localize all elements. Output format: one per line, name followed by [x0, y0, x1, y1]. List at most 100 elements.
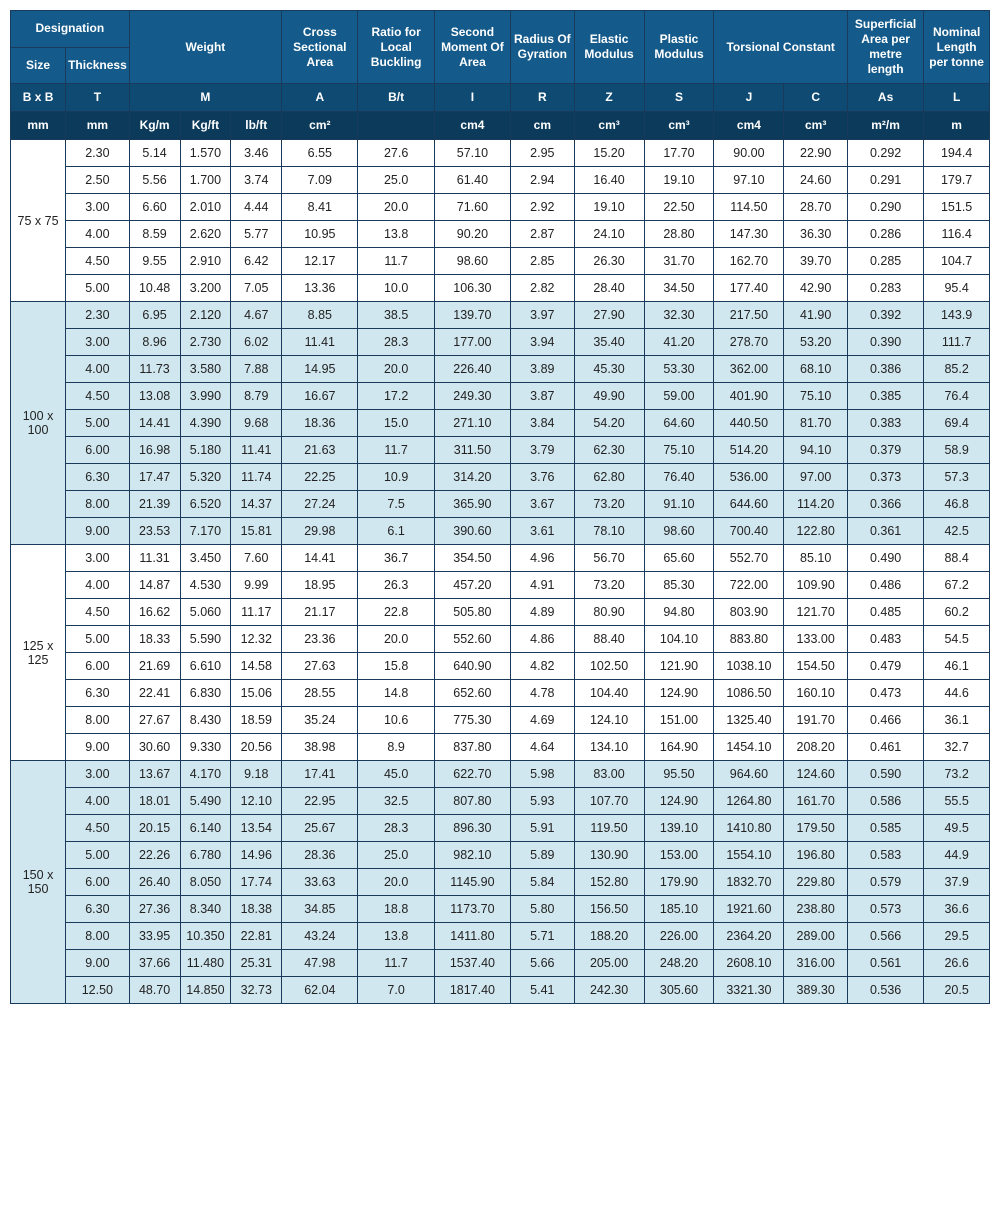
data-cell: 9.330 [180, 734, 231, 761]
data-cell: 4.50 [66, 815, 130, 842]
table-row: 4.008.592.6205.7710.9513.890.202.8724.10… [11, 221, 990, 248]
data-cell: 16.40 [574, 167, 644, 194]
data-cell: 56.70 [574, 545, 644, 572]
size-cell: 150 x 150 [11, 761, 66, 1004]
data-cell: 0.585 [847, 815, 923, 842]
data-cell: 7.0 [358, 977, 434, 1004]
data-cell: 25.31 [231, 950, 282, 977]
data-cell: 179.90 [644, 869, 714, 896]
data-cell: 10.0 [358, 275, 434, 302]
hdr-designation: Designation [11, 11, 130, 48]
data-cell: 104.40 [574, 680, 644, 707]
data-cell: 18.8 [358, 896, 434, 923]
data-cell: 3.00 [66, 761, 130, 788]
data-cell: 3.89 [511, 356, 575, 383]
data-cell: 3.84 [511, 410, 575, 437]
data-cell: 2.910 [180, 248, 231, 275]
hdr-second: Second Moment Of Area [434, 11, 510, 84]
data-cell: 33.63 [282, 869, 358, 896]
data-cell: 179.7 [924, 167, 990, 194]
data-cell: 23.36 [282, 626, 358, 653]
data-cell: 2.87 [511, 221, 575, 248]
data-cell: 0.392 [847, 302, 923, 329]
data-cell: 12.32 [231, 626, 282, 653]
data-cell: 156.50 [574, 896, 644, 923]
data-cell: 55.5 [924, 788, 990, 815]
data-cell: 12.10 [231, 788, 282, 815]
data-cell: 401.90 [714, 383, 784, 410]
data-cell: 36.6 [924, 896, 990, 923]
data-cell: 13.08 [129, 383, 180, 410]
table-row: 6.0016.985.18011.4121.6311.7311.503.7962… [11, 437, 990, 464]
data-cell: 188.20 [574, 923, 644, 950]
table-row: 5.0010.483.2007.0513.3610.0106.302.8228.… [11, 275, 990, 302]
data-cell: 29.5 [924, 923, 990, 950]
data-cell: 4.82 [511, 653, 575, 680]
data-cell: 18.59 [231, 707, 282, 734]
size-cell: 75 x 75 [11, 140, 66, 302]
data-cell: 6.00 [66, 653, 130, 680]
sym-r: R [511, 84, 575, 112]
data-cell: 0.590 [847, 761, 923, 788]
data-cell: 88.4 [924, 545, 990, 572]
data-cell: 14.41 [129, 410, 180, 437]
data-cell: 20.0 [358, 626, 434, 653]
data-cell: 41.90 [784, 302, 848, 329]
data-cell: 35.40 [574, 329, 644, 356]
data-cell: 964.60 [714, 761, 784, 788]
data-cell: 32.5 [358, 788, 434, 815]
data-cell: 45.30 [574, 356, 644, 383]
table-row: 4.0018.015.49012.1022.9532.5807.805.9310… [11, 788, 990, 815]
table-row: 8.0033.9510.35022.8143.2413.81411.805.71… [11, 923, 990, 950]
data-cell: 27.6 [358, 140, 434, 167]
data-cell: 8.430 [180, 707, 231, 734]
hdr-elastic: Elastic Modulus [574, 11, 644, 84]
data-cell: 78.10 [574, 518, 644, 545]
data-cell: 11.7 [358, 950, 434, 977]
data-cell: 25.0 [358, 842, 434, 869]
data-cell: 2.92 [511, 194, 575, 221]
data-cell: 6.140 [180, 815, 231, 842]
data-cell: 17.41 [282, 761, 358, 788]
data-cell: 76.40 [644, 464, 714, 491]
data-cell: 4.44 [231, 194, 282, 221]
data-cell: 4.78 [511, 680, 575, 707]
data-cell: 5.060 [180, 599, 231, 626]
data-cell: 20.0 [358, 356, 434, 383]
data-cell: 3.79 [511, 437, 575, 464]
data-cell: 61.40 [434, 167, 510, 194]
data-cell: 314.20 [434, 464, 510, 491]
data-cell: 6.780 [180, 842, 231, 869]
data-cell: 5.91 [511, 815, 575, 842]
data-cell: 0.290 [847, 194, 923, 221]
data-cell: 305.60 [644, 977, 714, 1004]
data-cell: 6.30 [66, 464, 130, 491]
data-cell: 217.50 [714, 302, 784, 329]
data-cell: 13.36 [282, 275, 358, 302]
data-cell: 9.18 [231, 761, 282, 788]
table-header: Designation Weight Cross Sectional Area … [11, 11, 990, 140]
data-cell: 67.2 [924, 572, 990, 599]
data-cell: 5.180 [180, 437, 231, 464]
hdr-torsional: Torsional Constant [714, 11, 848, 84]
data-cell: 119.50 [574, 815, 644, 842]
data-cell: 107.70 [574, 788, 644, 815]
data-cell: 46.1 [924, 653, 990, 680]
table-row: 9.0037.6611.48025.3147.9811.71537.405.66… [11, 950, 990, 977]
data-cell: 8.79 [231, 383, 282, 410]
data-cell: 36.7 [358, 545, 434, 572]
data-cell: 5.490 [180, 788, 231, 815]
data-cell: 160.10 [784, 680, 848, 707]
data-cell: 17.70 [644, 140, 714, 167]
data-cell: 457.20 [434, 572, 510, 599]
data-cell: 0.291 [847, 167, 923, 194]
table-row: 9.0023.537.17015.8129.986.1390.603.6178.… [11, 518, 990, 545]
table-row: 4.5020.156.14013.5425.6728.3896.305.9111… [11, 815, 990, 842]
sym-bxb: B x B [11, 84, 66, 112]
data-cell: 26.40 [129, 869, 180, 896]
data-cell: 6.60 [129, 194, 180, 221]
data-cell: 883.80 [714, 626, 784, 653]
data-cell: 28.40 [574, 275, 644, 302]
data-cell: 22.50 [644, 194, 714, 221]
data-cell: 24.10 [574, 221, 644, 248]
